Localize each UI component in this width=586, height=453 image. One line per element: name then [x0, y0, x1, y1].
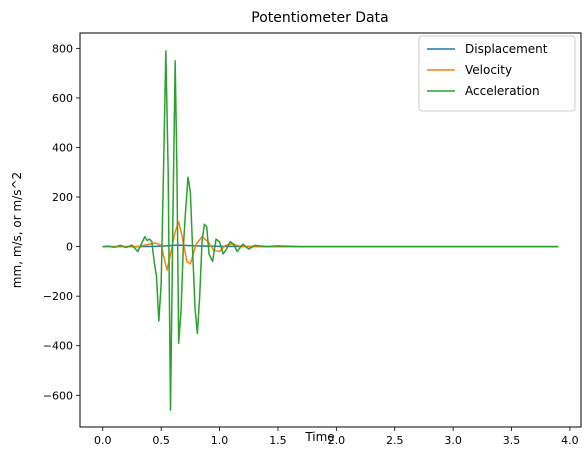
y-tick-label: 200	[52, 191, 73, 204]
x-tick-label: 4.0	[561, 434, 579, 447]
plot-frame	[79, 32, 582, 428]
y-tick-label: 400	[52, 141, 73, 154]
x-tick-label: 0.0	[94, 434, 112, 447]
legend-label: Displacement	[465, 42, 548, 56]
x-tick-label: 2.0	[328, 434, 346, 447]
legend-item: Displacement	[427, 42, 548, 56]
y-tick-label: 800	[52, 42, 73, 55]
x-tick-label: 1.5	[269, 434, 287, 447]
x-tick-label: 3.5	[503, 434, 521, 447]
legend-item: Velocity	[427, 63, 512, 77]
legend-label: Velocity	[465, 63, 512, 77]
x-tick-label: 1.0	[211, 434, 229, 447]
y-axis-label: mm, m/s, or m/s^2	[10, 172, 24, 288]
x-axis: 0.0 0.5 1.0 1.5 2.0 2.5 3.0 3.5 4.0	[94, 427, 579, 447]
x-tick-label: 2.5	[386, 434, 404, 447]
y-tick-label: 600	[52, 92, 73, 105]
y-tick-label: 0	[66, 241, 73, 254]
legend-box	[418, 35, 576, 112]
y-tick-label: −600	[43, 389, 73, 402]
y-axis: −600 −400 −200 0 200 400 600 800	[43, 42, 80, 402]
legend-label: Acceleration	[465, 84, 540, 98]
legend: Displacement Velocity Acceleration	[418, 35, 576, 112]
x-axis-label: Time	[304, 430, 334, 444]
y-tick-label: −200	[43, 290, 73, 303]
chart-title: Potentiometer Data	[251, 10, 388, 26]
x-tick-label: 0.5	[152, 434, 170, 447]
series-line-acceleration	[102, 50, 559, 411]
x-tick-label: 3.0	[444, 434, 462, 447]
y-tick-label: −400	[43, 340, 73, 353]
legend-item: Acceleration	[427, 84, 540, 98]
plot-area	[102, 50, 559, 411]
